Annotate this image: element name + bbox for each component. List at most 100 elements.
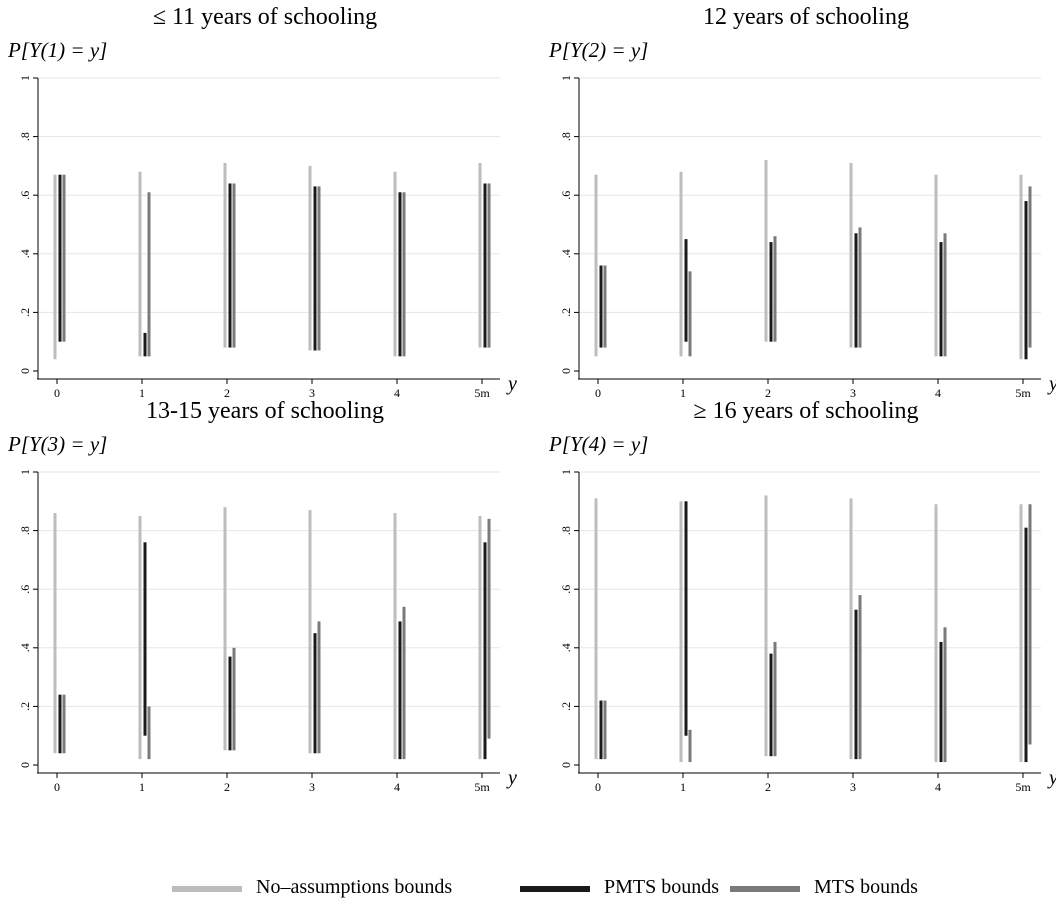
pmts-bound-bar (398, 621, 402, 760)
pmts-bound-bar (684, 501, 688, 736)
mts-bound-bar (943, 233, 947, 357)
chart-panel-3: 13-15 years of schooling P[Y(3) = y] 0 .2 .4… (7, 398, 517, 794)
no-assumptions-bound-bar (53, 513, 57, 754)
x-axis-label: y (506, 373, 517, 395)
mts-bound-bar (858, 595, 862, 760)
pmts-bound-bar (1024, 201, 1028, 360)
x-tick-label: 0 (595, 386, 601, 400)
mts-bound-bar (317, 621, 321, 754)
no-assumptions-bound-bar (138, 171, 142, 357)
x-tick-label: 4 (394, 780, 400, 794)
mts-bound-bar (317, 186, 321, 351)
legend: No–assumptions bounds PMTS bounds MTS bo… (0, 868, 1056, 908)
y-tick-label: .8 (18, 132, 32, 141)
y-tick-label: .2 (18, 308, 32, 317)
y-axis-label: P[Y(2) = y] (548, 38, 648, 62)
mts-bound-bar (943, 627, 947, 763)
chart-panel-2: 12 years of schooling P[Y(2) = y] 0 .2 .4 .6.… (548, 4, 1056, 400)
x-tick-label: 4 (935, 386, 941, 400)
x-tick-label: 2 (765, 780, 771, 794)
y-tick-label: 0 (559, 762, 573, 768)
y-tick-label: .8 (559, 132, 573, 141)
pmts-bound-bar (769, 653, 773, 757)
no-assumptions-bound-bar (223, 507, 227, 751)
legend-label-mts: MTS bounds (814, 876, 918, 898)
chart-panel-1: ≤ 11 years of schooling P[Y(1) = y] 0 .2 .4.… (7, 4, 517, 400)
x-tick-label: 2 (765, 386, 771, 400)
x-tick-label: 5m (1015, 780, 1031, 794)
pmts-bound-bar (939, 242, 943, 357)
mts-bound-bar (773, 641, 777, 757)
pmts-bound-bar (313, 633, 317, 754)
x-tick-label: 1 (680, 386, 686, 400)
no-assumptions-bound-bar (1019, 504, 1023, 763)
mts-bound-bar (487, 518, 491, 739)
mts-bound-bar (62, 174, 66, 342)
no-assumptions-bound-bar (138, 515, 142, 760)
no-assumptions-bound-bar (679, 501, 683, 763)
legend-swatch-mts (730, 886, 800, 892)
no-assumptions-bound-bar (1019, 174, 1023, 360)
x-tick-label: 3 (309, 386, 315, 400)
mts-bound-bar (688, 729, 692, 763)
y-tick-label: .2 (559, 702, 573, 711)
mts-bound-bar (773, 236, 777, 342)
y-tick-label: .6 (559, 191, 573, 200)
chart-title: 13-15 years of schooling (146, 398, 384, 424)
x-tick-label: 2 (224, 780, 230, 794)
y-tick-label: 0 (18, 762, 32, 768)
pmts-bound-bar (483, 183, 487, 348)
legend-swatch-no-assumptions (172, 886, 242, 892)
pmts-bound-bar (599, 700, 603, 760)
x-tick-label: 5m (474, 780, 490, 794)
x-axis-label: y (506, 767, 517, 789)
x-axis-label: y (1047, 767, 1056, 789)
mts-bound-bar (1028, 504, 1032, 745)
x-tick-label: 0 (595, 780, 601, 794)
no-assumptions-bound-bar (679, 171, 683, 357)
no-assumptions-bound-bar (478, 515, 482, 760)
legend-swatch-pmts (520, 886, 590, 892)
y-tick-label: 1 (559, 75, 573, 81)
no-assumptions-bound-bar (934, 504, 938, 763)
pmts-bound-bar (483, 542, 487, 760)
pmts-bound-bar (854, 233, 858, 348)
mts-bound-bar (487, 183, 491, 348)
x-tick-label: 1 (139, 780, 145, 794)
no-assumptions-bound-bar (308, 510, 312, 754)
y-tick-label: .8 (559, 526, 573, 535)
y-tick-label: 1 (559, 469, 573, 475)
y-tick-label: 0 (559, 368, 573, 374)
mts-bound-bar (402, 192, 406, 357)
mts-bound-bar (147, 706, 151, 760)
no-assumptions-bound-bar (223, 162, 227, 348)
y-tick-label: .4 (18, 643, 32, 652)
y-tick-label: 1 (18, 75, 32, 81)
y-tick-label: .4 (559, 249, 573, 258)
no-assumptions-bound-bar (393, 171, 397, 357)
pmts-bound-bar (599, 265, 603, 348)
mts-bound-bar (603, 700, 607, 760)
no-assumptions-bound-bar (594, 174, 598, 357)
x-tick-label: 3 (850, 780, 856, 794)
chart-panel-4: ≥ 16 years of schooling P[Y(4) = y] 0 .2 .4.… (548, 398, 1056, 794)
x-axis-label: y (1047, 373, 1056, 395)
x-tick-label: 0 (54, 386, 60, 400)
y-tick-label: .6 (18, 191, 32, 200)
no-assumptions-bound-bar (478, 162, 482, 348)
pmts-bound-bar (684, 239, 688, 342)
mts-bound-bar (858, 227, 862, 348)
pmts-bound-bar (939, 641, 943, 763)
x-tick-label: 1 (680, 780, 686, 794)
pmts-bound-bar (769, 242, 773, 342)
y-tick-label: .2 (559, 308, 573, 317)
no-assumptions-bound-bar (849, 162, 853, 348)
no-assumptions-bound-bar (393, 513, 397, 760)
no-assumptions-bound-bar (764, 160, 768, 342)
mts-bound-bar (603, 265, 607, 348)
mts-bound-bar (232, 183, 236, 348)
pmts-bound-bar (143, 542, 147, 736)
pmts-bound-bar (228, 183, 232, 348)
y-axis-label: P[Y(3) = y] (7, 432, 107, 456)
mts-bound-bar (402, 606, 406, 760)
